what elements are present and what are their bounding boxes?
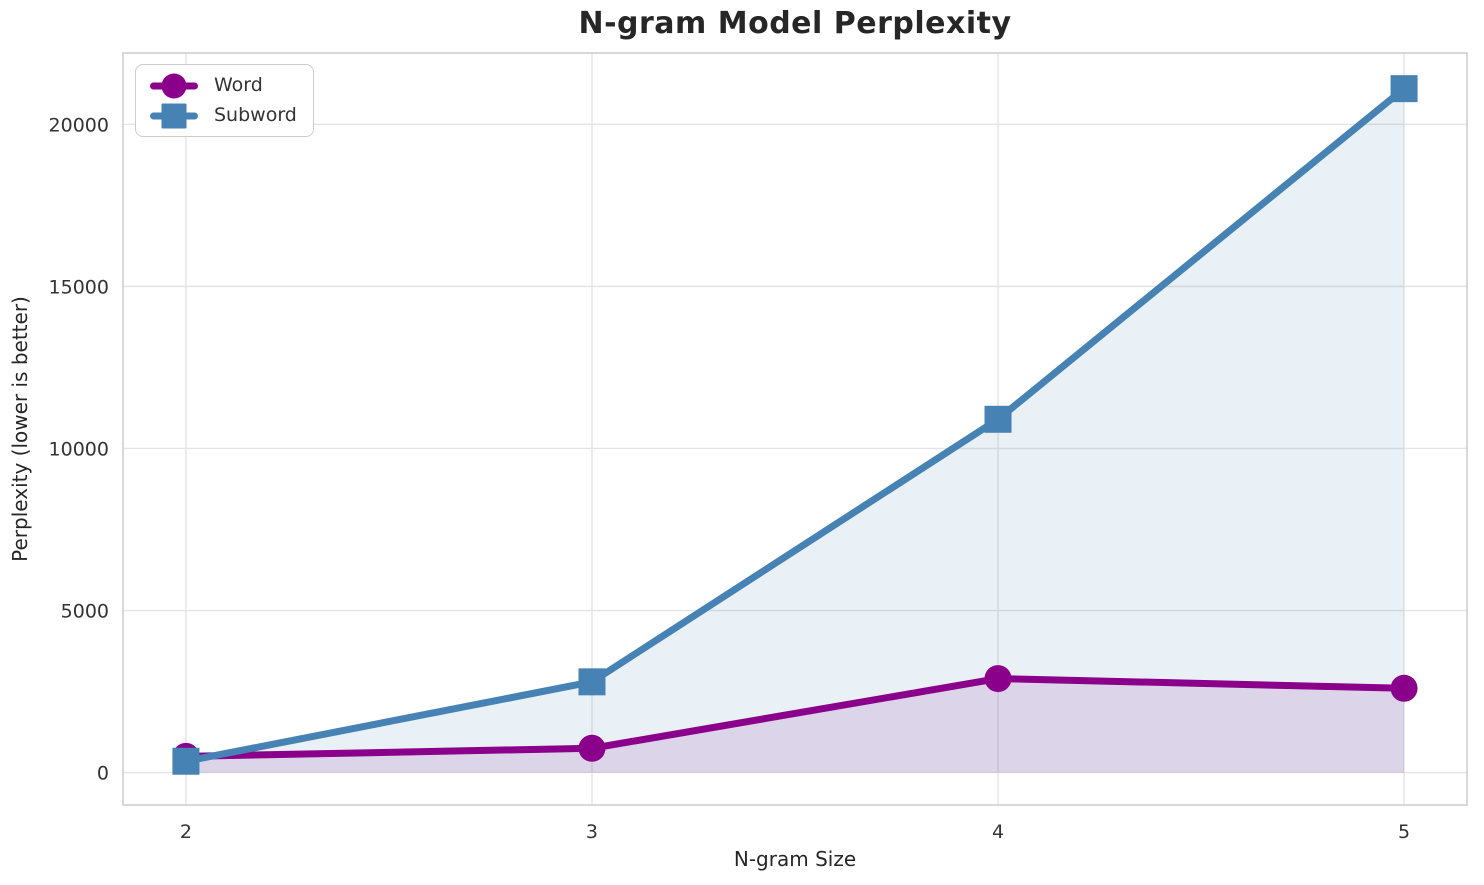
x-tick-label: 4 bbox=[992, 821, 1004, 843]
legend-label-word: Word bbox=[214, 74, 263, 96]
area-word bbox=[185, 678, 1405, 773]
marker-word-circle bbox=[578, 734, 606, 762]
x-axis-label: N-gram Size bbox=[733, 847, 857, 871]
y-tick-label: 20000 bbox=[49, 114, 109, 136]
y-tick-label: 10000 bbox=[49, 438, 109, 460]
y-tick-label: 15000 bbox=[49, 276, 109, 298]
legend: Word Subword bbox=[135, 64, 314, 137]
marker-word-circle bbox=[984, 665, 1012, 693]
legend-item-word: Word bbox=[150, 72, 297, 99]
y-tick-label: 0 bbox=[97, 763, 109, 785]
word-line-marker-icon bbox=[150, 73, 198, 99]
marker-subword-square bbox=[578, 668, 606, 696]
x-tick-label: 5 bbox=[1398, 821, 1410, 843]
x-tick-label: 2 bbox=[180, 821, 192, 843]
legend-item-subword: Subword bbox=[150, 102, 297, 129]
y-tick-label: 5000 bbox=[61, 601, 109, 623]
line-word bbox=[182, 675, 1408, 760]
x-tick-label: 3 bbox=[586, 821, 598, 843]
chart-title: N-gram Model Perplexity bbox=[578, 6, 1012, 41]
subword-line-marker-icon bbox=[150, 103, 198, 129]
marker-subword-square bbox=[984, 405, 1012, 433]
line-subword bbox=[182, 85, 1408, 765]
marker-subword-square bbox=[1390, 75, 1418, 103]
legend-label-subword: Subword bbox=[214, 104, 297, 126]
marker-subword-square bbox=[172, 747, 200, 775]
plot-border bbox=[122, 52, 1468, 806]
area-subword bbox=[185, 88, 1405, 773]
y-axis-label: Perplexity (lower is better) bbox=[8, 296, 32, 562]
marker-word-circle bbox=[1390, 674, 1418, 702]
